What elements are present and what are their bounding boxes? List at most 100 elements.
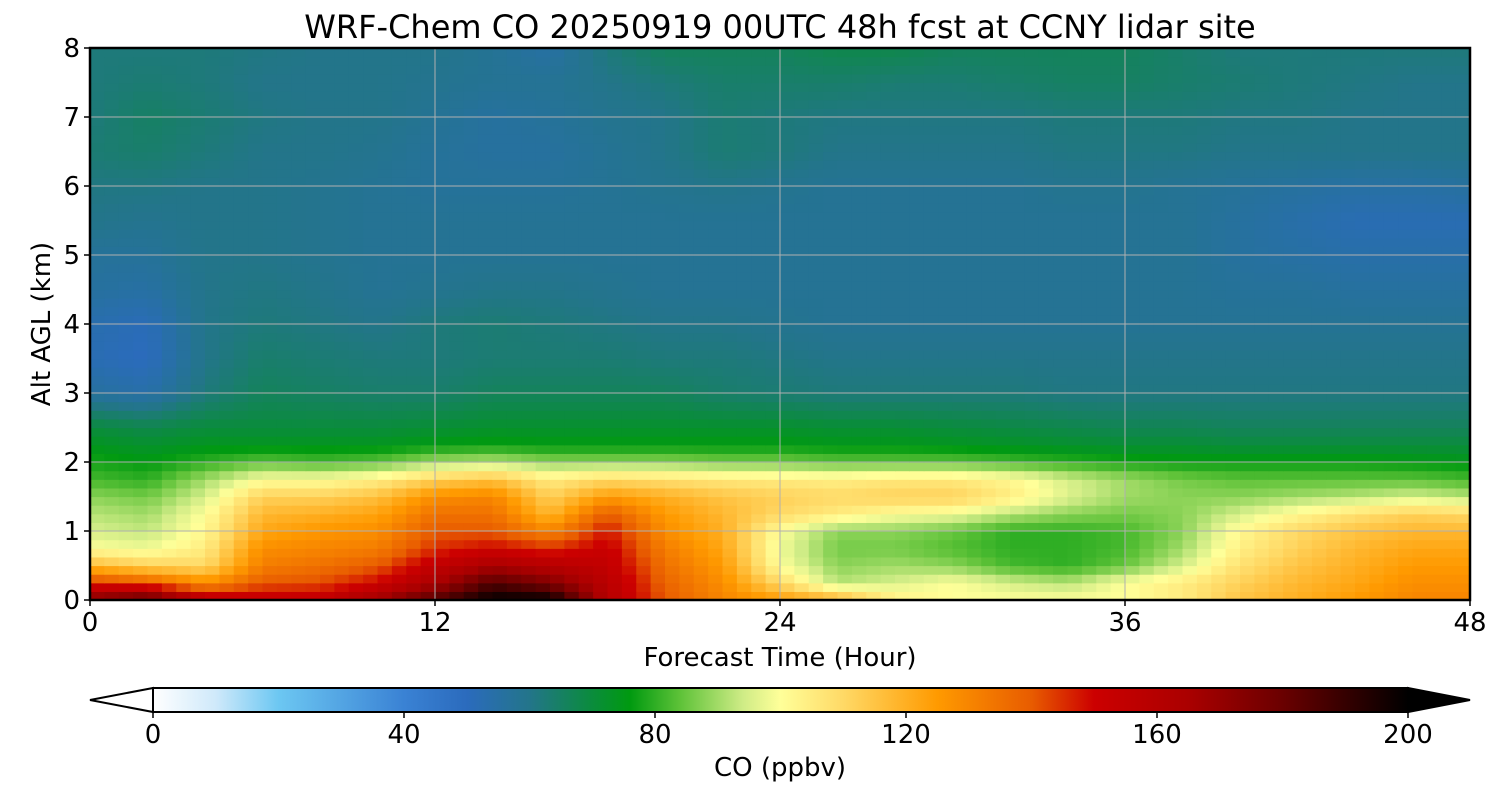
heatmap-cell <box>133 470 149 480</box>
heatmap-cell <box>1398 427 1414 437</box>
heatmap-cell <box>621 496 637 506</box>
heatmap-cell <box>1240 358 1255 368</box>
heatmap-cell <box>478 453 494 463</box>
heatmap-cell <box>492 531 508 541</box>
heatmap-cell <box>780 548 795 558</box>
heatmap-cell <box>952 513 968 523</box>
heatmap-cell <box>190 229 206 239</box>
heatmap-cell <box>650 237 666 247</box>
heatmap-cell <box>320 513 335 523</box>
heatmap-cell <box>736 470 752 480</box>
heatmap-cell <box>291 203 307 213</box>
heatmap-cell <box>851 496 867 506</box>
heatmap-cell <box>650 444 666 454</box>
heatmap-cell <box>305 246 321 256</box>
heatmap-cell <box>363 237 379 247</box>
heatmap-cell <box>435 522 450 532</box>
heatmap-cell <box>1053 522 1069 532</box>
heatmap-cell <box>406 220 422 230</box>
heatmap-cell <box>147 237 163 247</box>
heatmap-cell <box>420 341 436 351</box>
heatmap-cell <box>650 280 666 291</box>
heatmap-cell <box>161 565 177 575</box>
heatmap-cell <box>564 289 580 299</box>
heatmap-cell <box>1010 186 1025 196</box>
heatmap-cell <box>291 513 307 523</box>
heatmap-cell <box>205 556 220 567</box>
heatmap-cell <box>1240 470 1255 480</box>
heatmap-cell <box>1426 531 1442 541</box>
heatmap-cell <box>621 522 637 532</box>
heatmap-cell <box>1096 211 1112 222</box>
heatmap-cell <box>1254 539 1270 549</box>
heatmap-cell <box>665 427 680 437</box>
heatmap-cell <box>147 470 163 480</box>
heatmap-cell <box>1369 427 1385 437</box>
heatmap-cell <box>262 410 278 420</box>
heatmap-cell <box>636 349 652 360</box>
heatmap-cell <box>90 298 105 308</box>
heatmap-cell <box>449 574 465 584</box>
heatmap-cell <box>593 255 609 265</box>
heatmap-cell <box>851 332 867 342</box>
heatmap-cell <box>708 341 724 351</box>
heatmap-cell <box>1024 591 1040 600</box>
heatmap-cell <box>521 203 537 213</box>
heatmap-cell <box>1326 453 1342 463</box>
heatmap-cell <box>1412 539 1428 549</box>
heatmap-cell <box>837 539 853 549</box>
heatmap-cell <box>952 548 968 558</box>
heatmap-cell <box>909 479 925 489</box>
heatmap-cell <box>205 496 220 506</box>
heatmap-cell <box>506 186 522 196</box>
heatmap-cell <box>1196 306 1212 316</box>
heatmap-cell <box>1096 591 1112 600</box>
heatmap-cell <box>147 548 163 558</box>
heatmap-cell <box>1153 194 1169 204</box>
heatmap-cell <box>176 531 192 541</box>
heatmap-cell <box>1053 229 1069 239</box>
heatmap-cell <box>262 246 278 256</box>
heatmap-cell <box>1038 237 1054 247</box>
heatmap-cell <box>995 582 1011 592</box>
heatmap-cell <box>1340 453 1356 463</box>
heatmap-cell <box>909 151 925 161</box>
heatmap-cell <box>751 298 767 308</box>
heatmap-cell <box>1211 298 1227 308</box>
heatmap-cell <box>621 444 637 454</box>
heatmap-cell <box>463 151 479 161</box>
heatmap-cell <box>1139 565 1155 575</box>
heatmap-cell <box>1254 522 1270 532</box>
heatmap-cell <box>1024 496 1040 506</box>
heatmap-cell <box>176 574 192 584</box>
heatmap-cell <box>1168 522 1184 532</box>
heatmap-cell <box>1297 203 1313 213</box>
heatmap-cell <box>291 444 307 454</box>
heatmap-cell <box>1125 393 1140 403</box>
heatmap-cell <box>679 427 695 437</box>
heatmap-cell <box>1455 453 1470 463</box>
heatmap-cell <box>1268 393 1284 403</box>
heatmap-cell <box>794 548 810 558</box>
heatmap-cell <box>506 211 522 222</box>
heatmap-cell <box>1340 496 1356 506</box>
heatmap-cell <box>1153 496 1169 506</box>
heatmap-cell <box>593 444 609 454</box>
heatmap-cell <box>895 487 910 498</box>
heatmap-cell <box>492 496 508 506</box>
heatmap-cell <box>147 168 163 178</box>
heatmap-cell <box>679 479 695 489</box>
heatmap-cell <box>564 298 580 308</box>
heatmap-cell <box>593 306 609 316</box>
heatmap-cell <box>363 462 379 472</box>
heatmap-cell <box>233 263 249 273</box>
heatmap-cell <box>593 384 609 394</box>
heatmap-cell <box>1053 427 1069 437</box>
heatmap-cell <box>190 470 206 480</box>
heatmap-cell <box>1024 444 1040 454</box>
heatmap-cell <box>708 229 724 239</box>
heatmap-cell <box>995 393 1011 403</box>
heatmap-cell <box>909 462 925 472</box>
heatmap-cell <box>262 229 278 239</box>
heatmap-cell <box>794 160 810 170</box>
